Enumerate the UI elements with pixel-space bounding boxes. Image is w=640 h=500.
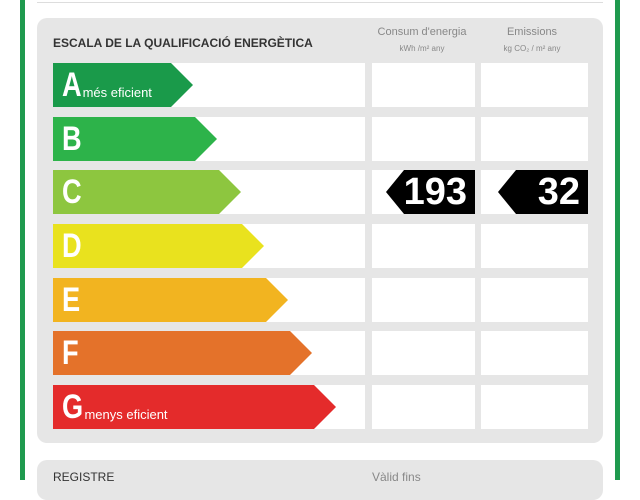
rating-description: més eficient: [82, 84, 152, 100]
rating-arrow: G menys eficient: [53, 385, 336, 429]
emissions-cell: [481, 117, 588, 161]
emissions-value-marker: 32: [498, 170, 588, 214]
emissions-cell: [481, 224, 588, 268]
energy-value-marker: 193: [386, 170, 475, 214]
panel-title: ESCALA DE LA QUALIFICACIÓ ENERGÈTICA: [53, 36, 313, 50]
emissions-cell: 32: [481, 170, 588, 214]
rating-letter: G: [62, 387, 84, 426]
emissions-cell: [481, 385, 588, 429]
rating-arrow: E: [53, 278, 288, 322]
energy-column-header: Consum d'energia kWh /m² any: [367, 24, 477, 57]
divider: [37, 2, 603, 3]
rating-letter: E: [62, 280, 81, 319]
rating-bar-cell: E: [53, 278, 365, 322]
energy-cell: [372, 224, 475, 268]
rating-arrow: B: [53, 117, 217, 161]
emissions-cell: [481, 63, 588, 107]
energy-label: Consum d'energia: [377, 26, 467, 38]
rating-letter: B: [62, 119, 82, 158]
registry-label: REGISTRE: [53, 470, 115, 484]
rating-letter: F: [62, 333, 79, 372]
rating-bar-cell: A més eficient: [53, 63, 365, 107]
energy-cell: [372, 117, 475, 161]
registry-panel: REGISTRE Vàlid fins: [37, 460, 603, 500]
rating-bar-cell: G menys eficient: [53, 385, 365, 429]
emissions-unit: kg CO₂ / m² any: [503, 44, 561, 53]
rating-arrow: C: [53, 170, 241, 214]
emissions-column-header: Emissions kg CO₂ / m² any: [477, 24, 587, 57]
energy-cell: [372, 63, 475, 107]
rating-arrow: D: [53, 224, 264, 268]
energy-cell: [372, 331, 475, 375]
emissions-label: Emissions: [506, 26, 558, 38]
valid-until-label: Vàlid fins: [372, 470, 421, 484]
rating-bar-cell: B: [53, 117, 365, 161]
emissions-cell: [481, 331, 588, 375]
rating-bar-cell: C: [53, 170, 365, 214]
energy-unit: kWh /m² any: [399, 44, 445, 53]
rating-arrow: A més eficient: [53, 63, 193, 107]
energy-cell: [372, 385, 475, 429]
rating-bar-cell: D: [53, 224, 365, 268]
energy-cell: 193: [372, 170, 475, 214]
energy-cell: [372, 278, 475, 322]
emissions-cell: [481, 278, 588, 322]
energy-scale-panel: ESCALA DE LA QUALIFICACIÓ ENERGÈTICA Con…: [37, 18, 603, 443]
rating-letter: D: [62, 226, 82, 265]
rating-letter: A: [62, 65, 82, 104]
rating-description: menys eficient: [84, 406, 168, 422]
left-border: [20, 0, 25, 480]
rating-arrow: F: [53, 331, 312, 375]
rating-letter: C: [62, 172, 82, 211]
rating-bar-cell: F: [53, 331, 365, 375]
right-border: [615, 0, 620, 480]
